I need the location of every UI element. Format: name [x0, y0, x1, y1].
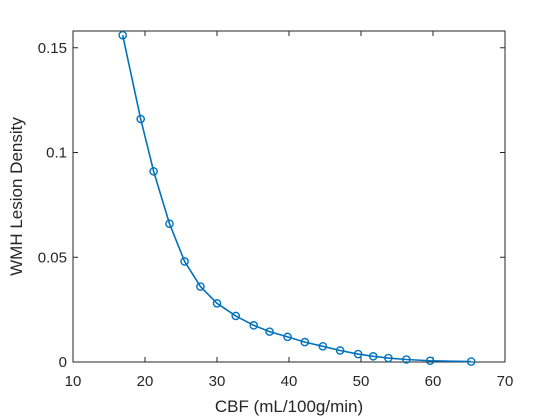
- data-point: [318, 341, 328, 351]
- data-point: [283, 332, 292, 342]
- data-point: [368, 352, 378, 361]
- data-point: [231, 311, 241, 321]
- x-tick-label: 30: [209, 373, 226, 390]
- series-line: [121, 35, 472, 363]
- y-axis-label: WMH Lesion Density: [7, 117, 26, 276]
- y-tick-label: 0.05: [38, 249, 67, 266]
- x-axis-label: CBF (mL/100g/min): [215, 397, 363, 416]
- data-point: [265, 327, 274, 336]
- series-layer: [118, 30, 476, 366]
- x-tick-label: 50: [353, 373, 370, 390]
- data-point: [165, 219, 174, 229]
- data-point: [118, 30, 127, 40]
- data-point: [466, 357, 476, 366]
- data-point: [196, 282, 205, 291]
- data-point: [300, 337, 310, 347]
- data-point: [136, 114, 145, 124]
- data-point: [384, 353, 393, 363]
- data-point: [249, 321, 259, 330]
- plot-area: [72, 30, 506, 363]
- data-point: [335, 346, 345, 355]
- data-point: [425, 356, 435, 366]
- x-tick-label: 60: [425, 373, 442, 390]
- data-point: [180, 257, 189, 266]
- plot-frame: [72, 30, 506, 363]
- x-tick-label: 40: [281, 373, 298, 390]
- x-tick-label: 10: [65, 373, 82, 390]
- y-tick-label: 0.15: [38, 40, 67, 57]
- data-point: [212, 299, 222, 308]
- x-tick-label: 70: [497, 373, 514, 390]
- data-point: [353, 349, 363, 359]
- axis-ticks: 10 20 30 40 50 60 70 0 0.05 0.1 0.15: [38, 31, 514, 390]
- y-tick-label: 0: [59, 354, 67, 371]
- y-tick-label: 0.1: [46, 145, 67, 162]
- data-point: [402, 355, 411, 364]
- data-point: [149, 167, 158, 176]
- x-tick-label: 20: [137, 373, 154, 390]
